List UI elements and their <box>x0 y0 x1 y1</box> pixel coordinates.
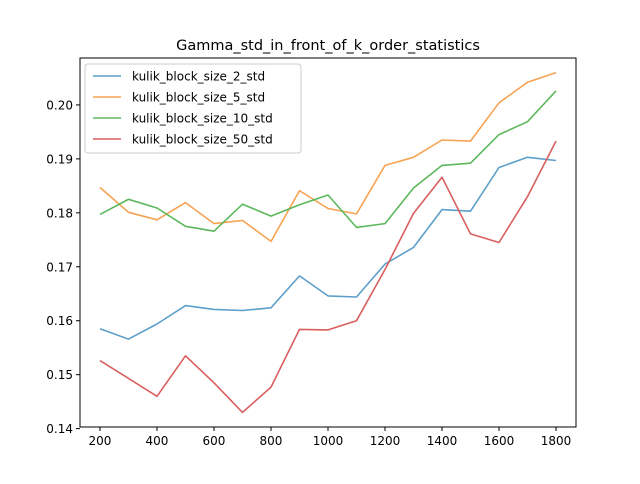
x-tick-label: 800 <box>260 434 283 448</box>
x-tick-label: 600 <box>203 434 226 448</box>
x-axis: 200 400 600 800 1000 1200 1400 1600 1800 <box>89 427 572 448</box>
chart-title: Gamma_std_in_front_of_k_order_statistics <box>176 38 480 54</box>
legend-label: kulik_block_size_2_std <box>132 70 265 84</box>
x-tick-label: 400 <box>146 434 169 448</box>
series-line-2 <box>99 71 557 243</box>
x-tick-label: 200 <box>89 434 112 448</box>
series-line-3 <box>99 90 557 232</box>
y-axis: 0.14 0.15 0.16 0.17 0.18 0.19 0.20 <box>46 98 80 436</box>
series-line-1 <box>99 156 557 340</box>
y-tick-label: 0.15 <box>46 368 73 382</box>
legend: kulik_block_size_2_std kulik_block_size_5… <box>84 63 302 154</box>
x-tick-label: 1400 <box>427 434 458 448</box>
legend-box <box>84 63 302 154</box>
legend-label: kulik_block_size_5_std <box>132 91 265 105</box>
x-tick-label: 1200 <box>370 434 401 448</box>
legend-label: kulik_block_size_10_std <box>132 112 273 126</box>
y-tick-label: 0.16 <box>46 314 73 328</box>
y-tick-label: 0.17 <box>46 260 73 274</box>
y-tick-label: 0.18 <box>46 206 73 220</box>
y-tick-label: 0.14 <box>46 422 73 436</box>
y-tick-label: 0.19 <box>46 152 73 166</box>
series-line-4 <box>99 140 557 414</box>
legend-label: kulik_block_size_50_std <box>132 133 273 147</box>
x-tick-label: 1800 <box>541 434 572 448</box>
x-tick-label: 1600 <box>484 434 515 448</box>
x-tick-label: 1000 <box>313 434 344 448</box>
series-layer <box>99 71 557 414</box>
y-tick-label: 0.20 <box>46 98 73 112</box>
